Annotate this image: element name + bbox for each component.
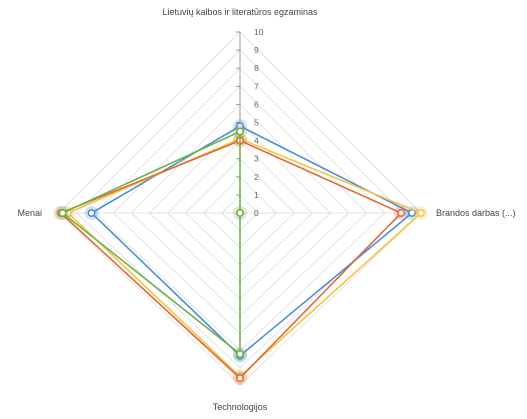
axis-label-lithuanian-exam: Lietuvių kalbos ir literatūros egzaminas [162, 7, 318, 17]
series-point[interactable] [87, 209, 96, 218]
scale-tick-label: 5 [254, 118, 259, 128]
series-point[interactable] [236, 127, 245, 136]
scale-tick-label: 1 [254, 190, 259, 200]
axis-label-technologies: Technologijos [213, 402, 268, 412]
series-point[interactable] [416, 209, 425, 218]
series-line-1 [90, 125, 413, 357]
series-point[interactable] [236, 209, 245, 218]
radar-series [53, 119, 428, 386]
axis-label-arts: Menai [17, 208, 42, 218]
scale-tick-label: 2 [254, 172, 259, 182]
axis-label-maturity-work: Brandos darbas (...) [436, 208, 516, 218]
series-point[interactable] [236, 374, 245, 383]
series-point[interactable] [397, 209, 406, 218]
series-point[interactable] [236, 350, 245, 359]
scale-tick-label: 6 [254, 99, 259, 109]
series-line-2 [67, 137, 422, 378]
scale-tick-label: 10 [254, 27, 264, 37]
scale-tick-label: 7 [254, 81, 259, 91]
scale-tick-label: 4 [254, 136, 259, 146]
series-point[interactable] [58, 209, 67, 218]
scale-tick-label: 8 [254, 63, 259, 73]
scale-tick-label: 3 [254, 154, 259, 164]
radial-ticks: 0 1 2 3 4 5 6 7 8 9 10 [236, 27, 264, 218]
series-line-4 [61, 130, 241, 355]
scale-tick-label: 9 [254, 45, 259, 55]
scale-tick-label: 0 [254, 208, 259, 218]
